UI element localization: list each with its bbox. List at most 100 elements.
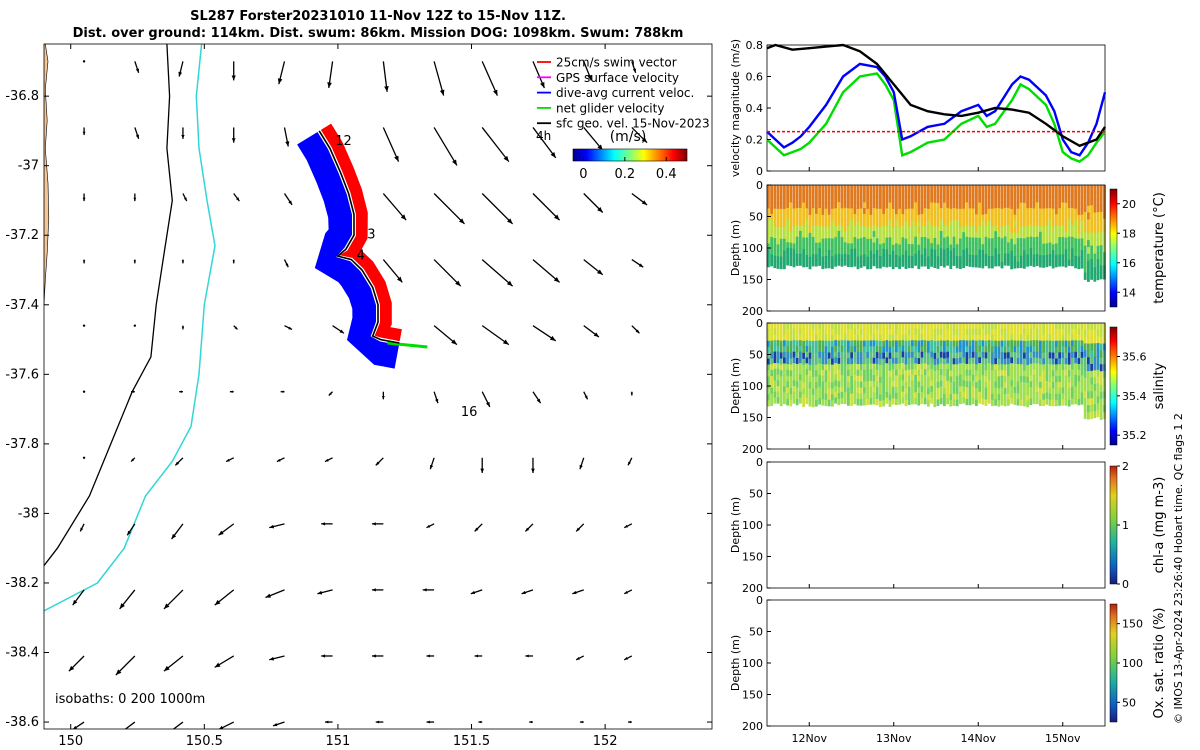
profile-cell bbox=[955, 340, 959, 348]
profile-cell bbox=[891, 334, 895, 341]
profile-cell bbox=[856, 238, 860, 246]
profile-cell bbox=[927, 340, 930, 348]
profile-cell bbox=[1039, 334, 1042, 342]
profile-cell bbox=[1010, 340, 1013, 347]
profile-cell bbox=[994, 260, 997, 267]
profile-cell bbox=[856, 387, 860, 394]
profile-cell bbox=[914, 380, 917, 388]
profile-cell bbox=[879, 202, 882, 210]
profile-cell bbox=[847, 202, 850, 209]
profile-cell bbox=[923, 380, 927, 388]
arrow-dot bbox=[82, 390, 86, 393]
profile-cell bbox=[930, 397, 933, 404]
profile-cell bbox=[805, 380, 809, 387]
profile-cell bbox=[1023, 388, 1026, 395]
profile-cell bbox=[1067, 346, 1071, 354]
profile-cell bbox=[792, 214, 796, 221]
profile-cell bbox=[821, 375, 825, 383]
y-tick-label: -37.4 bbox=[5, 298, 39, 313]
profile-cell bbox=[859, 323, 863, 330]
profile-cell bbox=[907, 214, 911, 221]
profile-cell bbox=[1064, 370, 1068, 377]
profile-cell bbox=[1103, 357, 1106, 365]
profile-cell bbox=[818, 225, 821, 232]
profile-cell bbox=[1000, 387, 1004, 394]
profile-cell bbox=[898, 202, 901, 210]
profile-cell bbox=[773, 244, 777, 251]
profile-cell bbox=[773, 323, 777, 330]
profile-cell bbox=[1051, 352, 1055, 359]
profile-cell bbox=[959, 214, 962, 222]
profile-cell bbox=[1080, 214, 1084, 222]
profile-cell bbox=[914, 213, 917, 220]
profile-cell bbox=[898, 250, 901, 257]
profile-cell bbox=[802, 352, 805, 360]
profile-cell bbox=[869, 256, 873, 264]
profile-cell bbox=[805, 243, 809, 250]
profile-cell bbox=[901, 391, 905, 398]
profile-cell bbox=[786, 352, 789, 359]
profile-cell bbox=[795, 393, 799, 400]
profile-cell bbox=[895, 387, 898, 394]
profile-cell bbox=[879, 208, 882, 216]
arrow-head bbox=[624, 590, 629, 594]
profile-cell bbox=[1087, 226, 1090, 234]
profile-cell bbox=[786, 207, 789, 215]
profile-cell bbox=[789, 236, 793, 244]
profile-cell bbox=[1010, 363, 1013, 370]
y-tick-label: 0.6 bbox=[746, 71, 764, 84]
profile-cell bbox=[1045, 243, 1049, 250]
profile-cell bbox=[911, 244, 914, 251]
profile-cell bbox=[991, 256, 994, 263]
profile-cell bbox=[799, 368, 802, 375]
profile-cell bbox=[827, 232, 831, 239]
profile-cell bbox=[936, 191, 940, 198]
profile-cell bbox=[856, 220, 860, 228]
profile-cell bbox=[1023, 399, 1026, 407]
profile-cell bbox=[981, 256, 985, 263]
profile-cell bbox=[991, 340, 994, 348]
profile-cell bbox=[795, 352, 799, 359]
profile-cell bbox=[834, 254, 837, 261]
profile-cell bbox=[914, 398, 917, 405]
arrow-shaft bbox=[433, 127, 458, 166]
profile-cell bbox=[920, 374, 924, 382]
profile-cell bbox=[875, 220, 879, 227]
profile-cell bbox=[917, 399, 921, 406]
profile-cell bbox=[843, 357, 847, 364]
profile-cell bbox=[1067, 190, 1071, 197]
profile-cell bbox=[1035, 190, 1039, 198]
profile-cell bbox=[879, 214, 882, 221]
profile-cell bbox=[930, 374, 933, 381]
profile-cell bbox=[955, 334, 959, 342]
profile-cell bbox=[991, 376, 994, 383]
profile-cell bbox=[827, 382, 831, 389]
profile-cell bbox=[1058, 202, 1061, 209]
profile-cell bbox=[939, 248, 943, 255]
profile-cell bbox=[815, 237, 818, 244]
profile-cell bbox=[1058, 219, 1061, 226]
profile-cell bbox=[1080, 232, 1084, 239]
profile-cell bbox=[824, 399, 828, 407]
profile-cell bbox=[831, 400, 834, 407]
profile-cell bbox=[811, 196, 815, 203]
profile-cell bbox=[834, 391, 837, 398]
profile-cell bbox=[1083, 191, 1087, 199]
geo-velocity-arrow bbox=[631, 61, 637, 73]
profile-cell bbox=[1077, 334, 1081, 341]
profile-cell bbox=[1026, 376, 1029, 384]
profile-cell bbox=[991, 352, 994, 359]
profile-cell bbox=[885, 243, 889, 250]
arrow-head bbox=[553, 277, 560, 283]
profile-cell bbox=[943, 340, 946, 348]
profile-cell bbox=[773, 391, 777, 398]
profile-cell bbox=[831, 208, 834, 216]
profile-cell bbox=[824, 340, 828, 348]
profile-cell bbox=[863, 231, 866, 238]
profile-cell bbox=[1000, 232, 1004, 239]
profile-cell bbox=[1023, 196, 1026, 204]
profile-cell bbox=[872, 219, 876, 226]
profile-cell bbox=[959, 351, 962, 359]
profile-cell bbox=[808, 328, 812, 336]
profile-cell bbox=[847, 243, 850, 250]
